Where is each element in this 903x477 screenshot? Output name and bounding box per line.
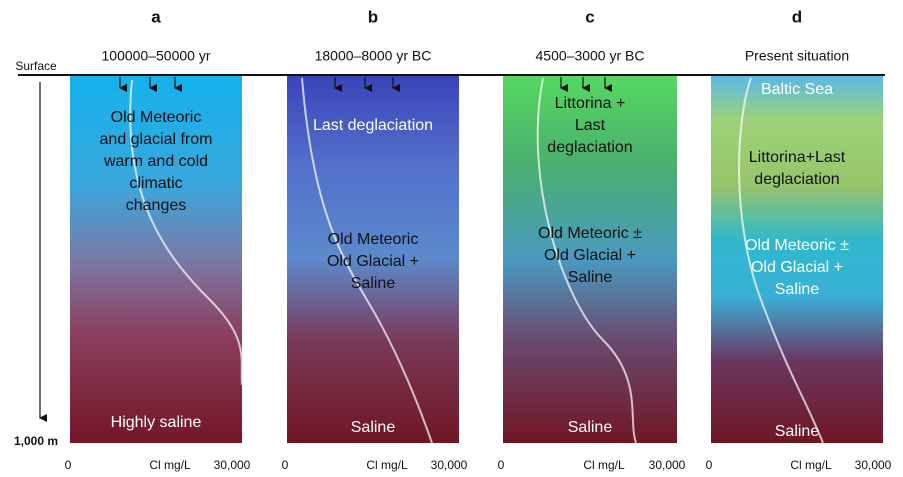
zone-label: Last deglaciation [313, 117, 433, 134]
zone-label: Saline [568, 419, 613, 436]
axis-max: 30,000 [649, 458, 686, 472]
period-label: 100000–50000 yr [102, 48, 211, 64]
chloride-curve [301, 77, 433, 444]
axis-unit: Cl mg/L [583, 458, 625, 472]
zone-label: Old Meteoric ± [745, 237, 849, 254]
zone-label: Old Glacial + [327, 253, 419, 270]
panel: c 4500–3000 yr BC Littorina + Last deglaciat… [498, 7, 686, 472]
period-label: 18000–8000 yr BC [315, 48, 432, 64]
zone-label: Saline [568, 269, 613, 286]
zone-label: Saline [351, 275, 396, 292]
zone-label: Old Glacial + [544, 247, 636, 264]
zone-label: Old Meteoric [111, 109, 202, 126]
surface-label: Surface [15, 59, 57, 73]
chloride-curve [738, 77, 824, 444]
panel: a 100000–50000 yr Old Meteoric and glacial … [65, 7, 251, 472]
axis-max: 30,000 [431, 458, 468, 472]
axis-unit: Cl mg/L [790, 458, 832, 472]
axis-min: 0 [706, 458, 713, 472]
axis-min: 0 [282, 458, 289, 472]
axis-min: 0 [65, 458, 72, 472]
panel-body [503, 75, 677, 443]
zone-label: deglaciation [754, 171, 839, 188]
zone-label: Highly saline [111, 414, 202, 431]
panel-letter: d [792, 7, 802, 26]
zone-label: Littorina + [555, 95, 626, 112]
axis-unit: Cl mg/L [366, 458, 408, 472]
zone-label: Saline [351, 419, 396, 436]
zone-label: Last [575, 117, 606, 134]
chloride-curve [536, 77, 637, 444]
panel-body [70, 75, 242, 443]
zone-label: Saline [775, 423, 820, 440]
panels: a 100000–50000 yr Old Meteoric and glacial … [65, 7, 892, 472]
zone-label: Old Meteoric ± [538, 225, 642, 242]
panel: b 18000–8000 yr BC Last deglaciation Old Me… [282, 7, 468, 472]
axis-max: 30,000 [214, 458, 251, 472]
zone-label: Old Glacial + [751, 259, 843, 276]
zone-label: changes [126, 197, 187, 214]
zone-label: climatic [129, 175, 182, 192]
zone-label: Littorina+Last [749, 149, 846, 166]
period-label: Present situation [745, 48, 849, 64]
depth-label: 1,000 m [14, 434, 58, 448]
axis-min: 0 [498, 458, 505, 472]
zone-label: and glacial from [100, 131, 213, 148]
zone-label: Baltic Sea [761, 81, 833, 98]
axis-unit: Cl mg/L [149, 458, 191, 472]
chloride-curve [129, 79, 243, 386]
panel-letter: c [585, 7, 594, 26]
zone-label: warm and cold [103, 153, 208, 170]
panel-body [287, 75, 459, 443]
period-label: 4500–3000 yr BC [536, 48, 645, 64]
zone-label: deglaciation [547, 139, 632, 156]
panel-letter: a [151, 7, 161, 26]
zone-label: Old Meteoric [328, 231, 419, 248]
panel-letter: b [368, 7, 378, 26]
panel: d Present situation Baltic Sea Littorina+La… [706, 7, 892, 472]
zone-label: Saline [775, 281, 820, 298]
axis-max: 30,000 [855, 458, 892, 472]
